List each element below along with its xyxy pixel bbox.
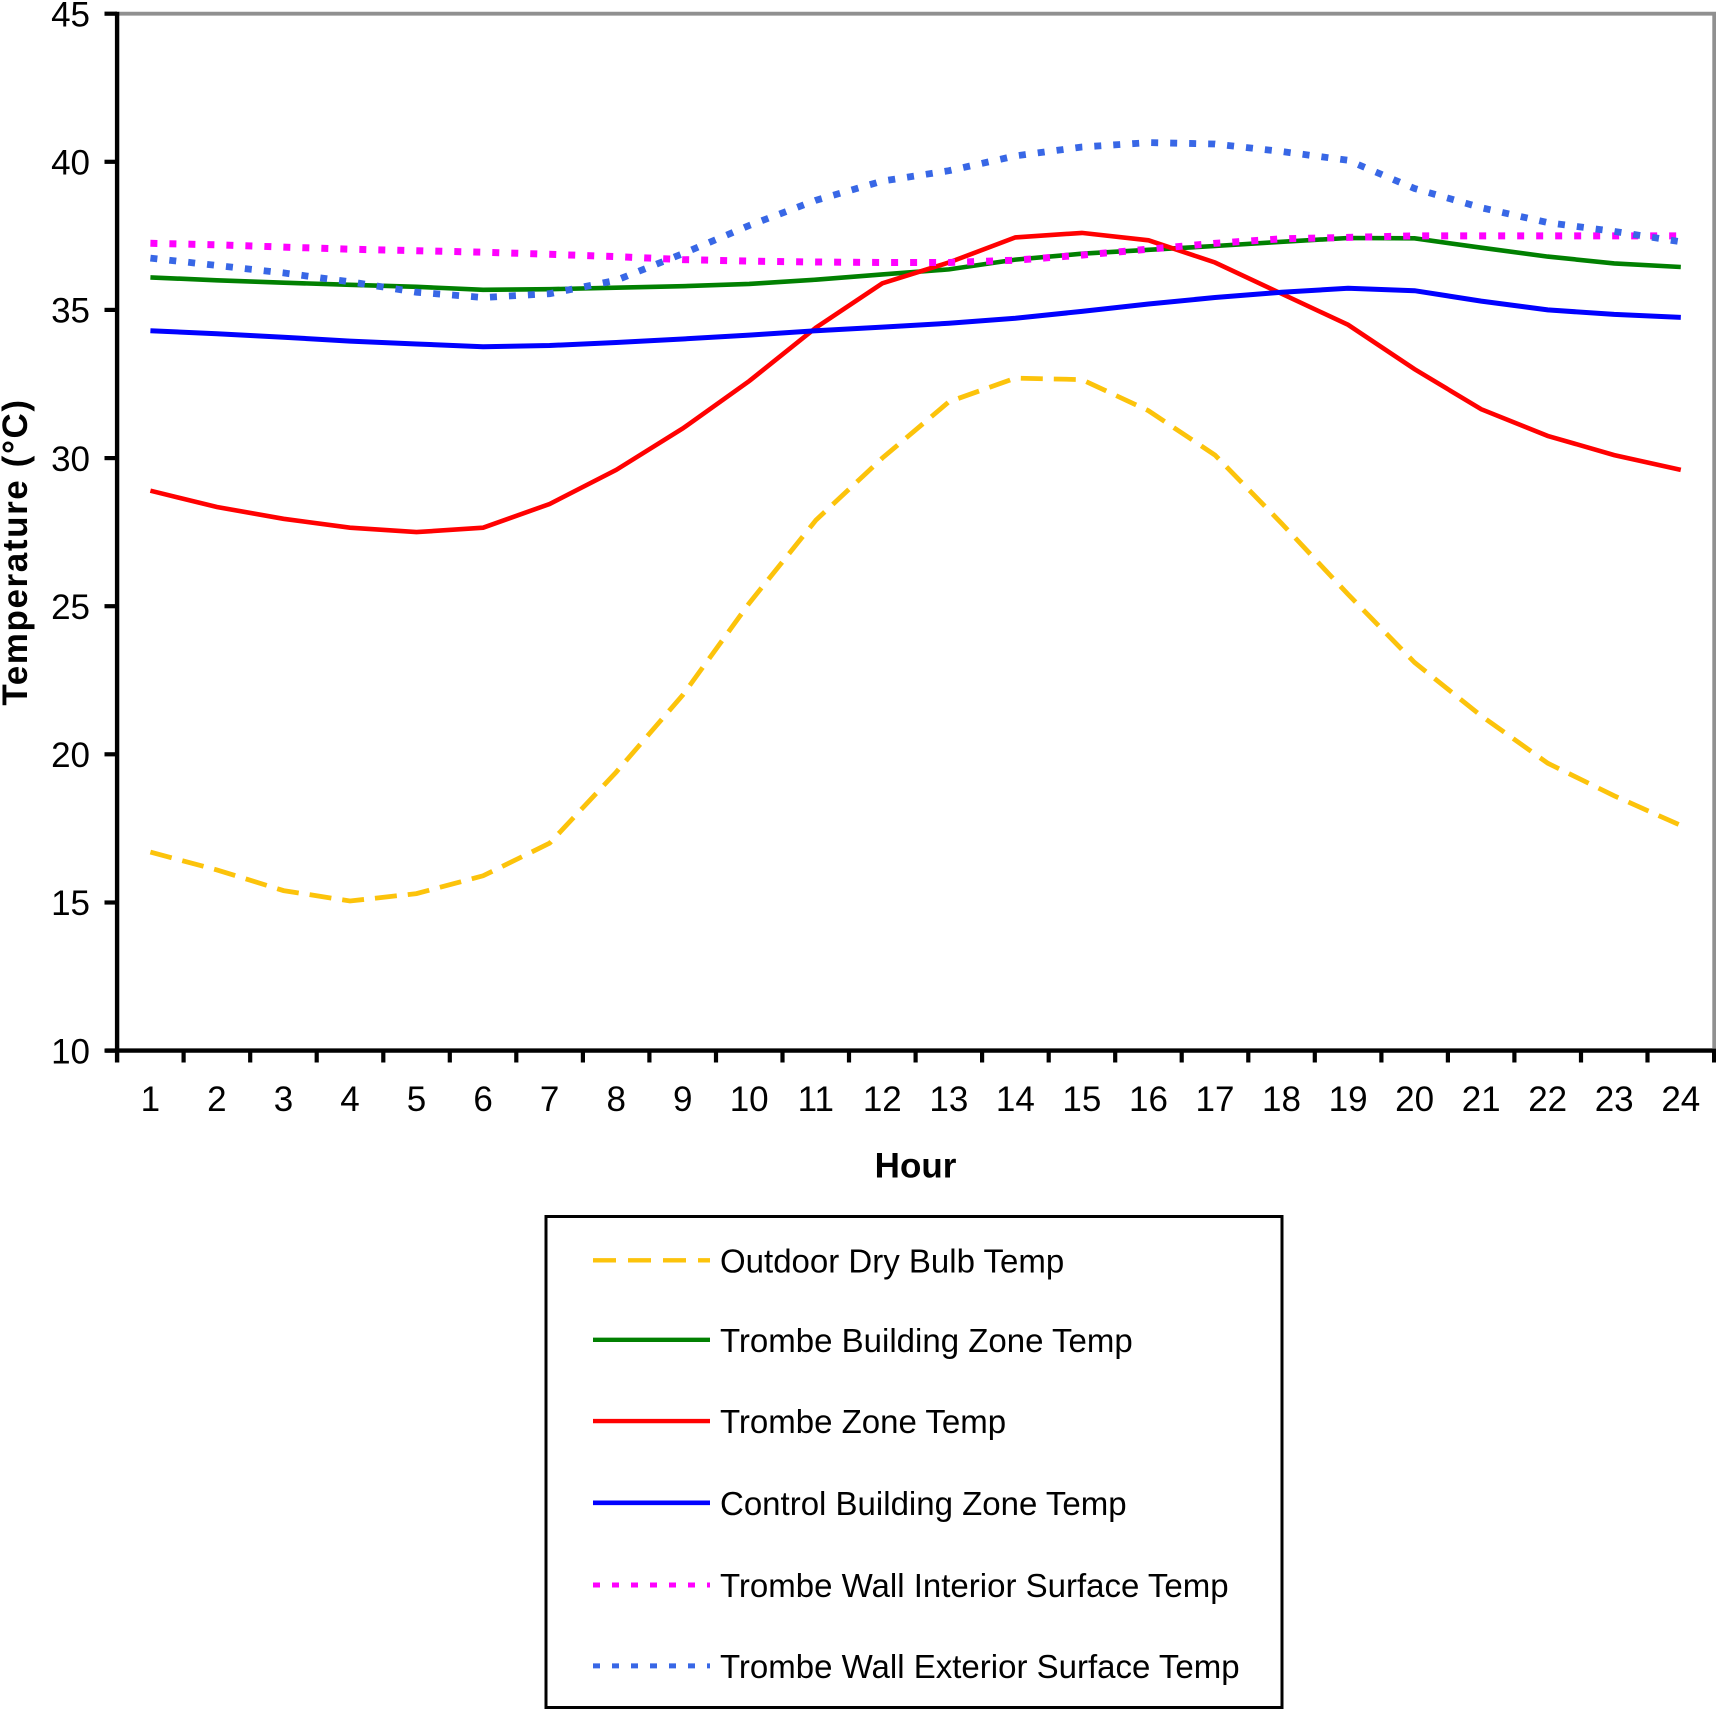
svg-text:Temperature (°C): Temperature (°C): [0, 398, 35, 705]
svg-text:10: 10: [730, 1080, 769, 1119]
svg-text:30: 30: [51, 440, 90, 479]
svg-text:11: 11: [798, 1080, 834, 1119]
svg-text:22: 22: [1528, 1080, 1567, 1119]
svg-text:Trombe Wall Exterior Surface T: Trombe Wall Exterior Surface Temp: [720, 1648, 1240, 1685]
svg-text:Trombe Wall Interior Surface T: Trombe Wall Interior Surface Temp: [720, 1567, 1229, 1604]
svg-text:15: 15: [1062, 1080, 1101, 1119]
svg-text:25: 25: [51, 588, 90, 627]
svg-text:6: 6: [473, 1080, 492, 1119]
svg-text:Control Building Zone Temp: Control Building Zone Temp: [720, 1485, 1127, 1522]
svg-text:17: 17: [1196, 1080, 1235, 1119]
svg-text:40: 40: [51, 144, 90, 183]
svg-text:Trombe Zone Temp: Trombe Zone Temp: [720, 1403, 1006, 1440]
svg-text:8: 8: [606, 1080, 625, 1119]
svg-text:10: 10: [51, 1032, 90, 1071]
svg-text:20: 20: [51, 736, 90, 775]
svg-text:3: 3: [274, 1080, 293, 1119]
svg-text:5: 5: [407, 1080, 426, 1119]
svg-text:Outdoor Dry Bulb Temp: Outdoor Dry Bulb Temp: [720, 1242, 1064, 1279]
svg-text:Hour: Hour: [875, 1147, 957, 1186]
svg-text:45: 45: [51, 0, 90, 34]
svg-text:2: 2: [207, 1080, 226, 1119]
svg-text:Trombe Building Zone Temp: Trombe Building Zone Temp: [720, 1322, 1133, 1359]
svg-text:4: 4: [340, 1080, 359, 1119]
svg-text:23: 23: [1595, 1080, 1634, 1119]
svg-text:18: 18: [1262, 1080, 1301, 1119]
svg-text:9: 9: [673, 1080, 692, 1119]
svg-text:14: 14: [996, 1080, 1035, 1119]
svg-text:13: 13: [929, 1080, 968, 1119]
svg-text:12: 12: [863, 1080, 902, 1119]
svg-text:19: 19: [1329, 1080, 1368, 1119]
svg-text:7: 7: [540, 1080, 559, 1119]
svg-text:24: 24: [1661, 1080, 1700, 1119]
svg-text:21: 21: [1462, 1080, 1501, 1119]
svg-text:15: 15: [51, 884, 90, 923]
svg-text:35: 35: [51, 292, 90, 331]
svg-text:20: 20: [1395, 1080, 1434, 1119]
svg-text:16: 16: [1129, 1080, 1168, 1119]
svg-text:1: 1: [141, 1080, 160, 1119]
